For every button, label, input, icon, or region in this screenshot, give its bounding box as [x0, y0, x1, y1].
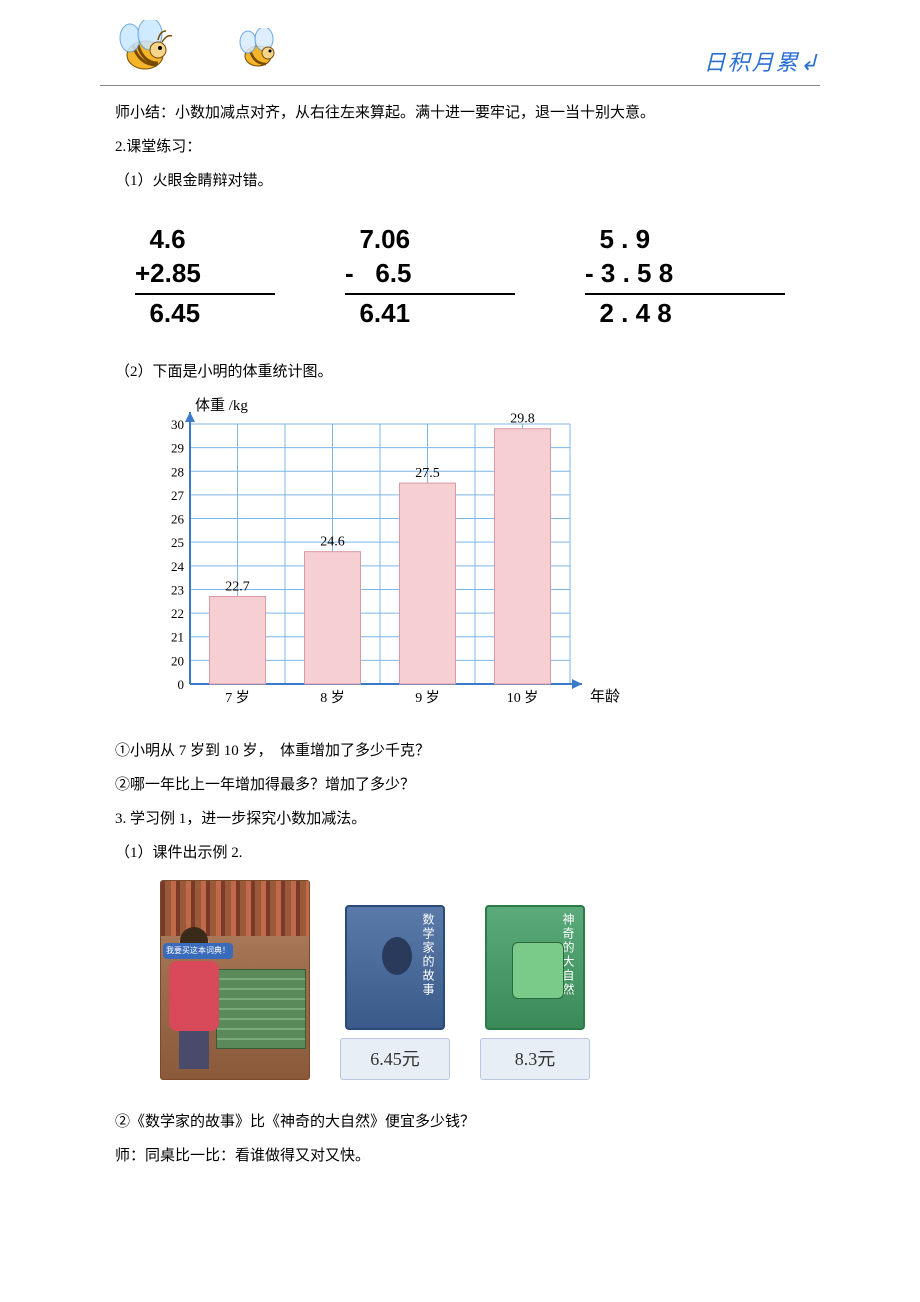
svg-text:24: 24 — [171, 559, 185, 574]
price-tag-1: 6.45元 — [340, 1038, 450, 1081]
book-1-title: 数学家的故事 — [418, 913, 437, 997]
svg-text:22: 22 — [171, 606, 184, 621]
chart-y-label: 体重 /kg — [195, 394, 248, 418]
book-1-column: 数学家的故事 6.45元 — [340, 905, 450, 1081]
svg-text:9 岁: 9 岁 — [415, 690, 440, 706]
bee-small-icon — [230, 28, 285, 73]
exercise-2-title: （2）下面是小明的体重统计图。 — [100, 360, 820, 384]
arith-result: 6.45 — [135, 297, 275, 331]
arith-problem-1: 4.6 +2.85 6.45 — [135, 223, 275, 330]
book-question: ②《数学家的故事》比《神奇的大自然》便宜多少钱？ — [100, 1110, 820, 1134]
svg-text:8 岁: 8 岁 — [320, 690, 345, 706]
arith-problem-2: 7.06 - 6.5 6.41 — [345, 223, 515, 330]
book-blue-icon: 数学家的故事 — [345, 905, 445, 1030]
chart-question-2: ②哪一年比上一年增加得最多？增加了多少？ — [100, 773, 820, 797]
svg-text:28: 28 — [171, 465, 184, 480]
shelf-icon — [161, 881, 309, 936]
bookstore-illustration: 我要买这本词典！ — [160, 880, 310, 1080]
arith-rule — [135, 293, 275, 295]
illustration-row: 我要买这本词典！ 数学家的故事 6.45元 神奇的大自然 8.3元 — [160, 880, 820, 1080]
chart-x-label: 年龄 — [590, 685, 620, 709]
weight-bar-chart: 体重 /kg 0202122232425262728293022.77 岁24.… — [140, 399, 600, 719]
svg-text:23: 23 — [171, 583, 184, 598]
svg-text:24.6: 24.6 — [320, 535, 345, 550]
arith-operand: - 3 . 5 8 — [585, 257, 785, 291]
arith-operand: - 6.5 — [345, 257, 515, 291]
svg-text:25: 25 — [171, 536, 184, 551]
price-tag-2: 8.3元 — [480, 1038, 590, 1081]
page-header: 日积月累↲ — [100, 0, 820, 86]
svg-text:0: 0 — [178, 677, 185, 692]
arith-result: 2 . 4 8 — [585, 297, 785, 331]
section-3-heading: 3. 学习例 1，进一步探究小数加减法。 — [100, 807, 820, 831]
svg-text:29.8: 29.8 — [510, 412, 535, 427]
arith-operand: 7.06 — [345, 223, 515, 257]
example-2-intro: （1）课件出示例 2. — [100, 841, 820, 865]
arith-rule — [345, 293, 515, 295]
bee-large-icon — [100, 20, 180, 80]
arith-rule — [585, 293, 785, 295]
book-2-column: 神奇的大自然 8.3元 — [480, 905, 590, 1081]
arith-operand: +2.85 — [135, 257, 275, 291]
arithmetic-row: 4.6 +2.85 6.45 7.06 - 6.5 6.41 5 . 9 - 3… — [100, 223, 820, 330]
speech-bubble: 我要买这本词典！ — [163, 943, 233, 960]
arith-operand: 5 . 9 — [585, 223, 785, 257]
summary-text: 师小结：小数加减点对齐，从右往左来算起。满十进一要牢记，退一当十别大意。 — [100, 101, 820, 125]
teacher-line: 师：同桌比一比：看谁做得又对又快。 — [100, 1144, 820, 1168]
svg-text:22.7: 22.7 — [225, 580, 250, 595]
exercise-1-title: （1）火眼金睛辩对错。 — [100, 169, 820, 193]
chart-question-1: ①小明从 7 岁到 10 岁， 体重增加了多少千克？ — [100, 739, 820, 763]
arith-operand: 4.6 — [135, 223, 275, 257]
section-heading: 2.课堂练习： — [100, 135, 820, 159]
header-motto: 日积月累↲ — [704, 45, 820, 80]
svg-text:27: 27 — [171, 488, 185, 503]
book-2-title: 神奇的大自然 — [558, 913, 577, 997]
header-decor — [100, 20, 285, 80]
svg-text:30: 30 — [171, 417, 184, 432]
arith-result: 6.41 — [345, 297, 515, 331]
svg-text:10 岁: 10 岁 — [507, 690, 539, 706]
book-green-icon: 神奇的大自然 — [485, 905, 585, 1030]
svg-text:7 岁: 7 岁 — [225, 690, 250, 706]
book-stack-icon — [216, 969, 306, 1049]
svg-text:29: 29 — [171, 441, 184, 456]
chart-svg: 0 20 21 22 23 24 25 26 27 28 29 30 22.7 7 岁 24.6 8 岁 27.… — [140, 399, 600, 719]
svg-text:21: 21 — [171, 630, 184, 645]
svg-text:26: 26 — [171, 512, 185, 527]
arith-problem-3: 5 . 9 - 3 . 5 8 2 . 4 8 — [585, 223, 785, 330]
svg-text:20: 20 — [171, 654, 184, 669]
svg-text:27.5: 27.5 — [415, 466, 440, 481]
